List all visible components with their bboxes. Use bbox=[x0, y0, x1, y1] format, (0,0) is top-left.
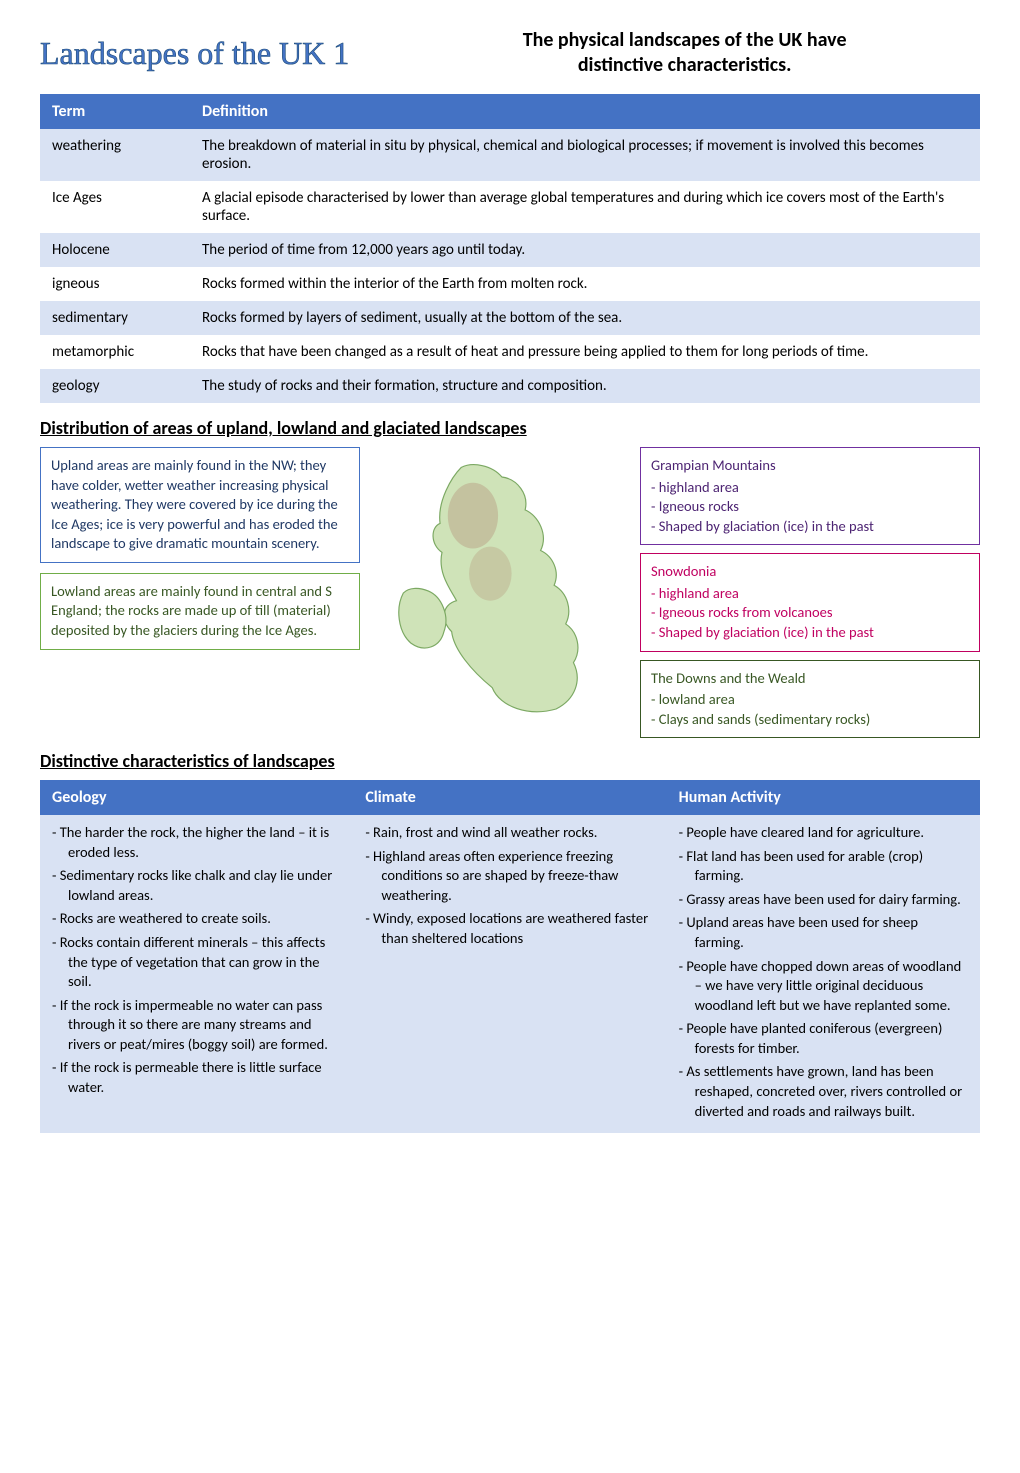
table-row: weatheringThe breakdown of material in s… bbox=[40, 129, 980, 181]
term-cell: geology bbox=[40, 369, 190, 403]
definition-cell: A glacial episode characterised by lower… bbox=[190, 181, 980, 233]
list-item: Shaped by glaciation (ice) in the past bbox=[669, 623, 969, 643]
list-item: Shaped by glaciation (ice) in the past bbox=[669, 517, 969, 537]
table-row: igneousRocks formed within the interior … bbox=[40, 267, 980, 301]
table-row: geologyThe study of rocks and their form… bbox=[40, 369, 980, 403]
term-cell: Ice Ages bbox=[40, 181, 190, 233]
definition-cell: Rocks that have been changed as a result… bbox=[190, 335, 980, 369]
col-term: Term bbox=[40, 94, 190, 129]
distribution-heading: Distribution of areas of upland, lowland… bbox=[40, 417, 980, 439]
distribution-right-column: Grampian Mountains highland areaIgneous … bbox=[640, 447, 980, 738]
table-row: sedimentaryRocks formed by layers of sed… bbox=[40, 301, 980, 335]
uk-map-svg bbox=[380, 448, 620, 738]
list-item: Rain, frost and wind all weather rocks. bbox=[381, 823, 654, 843]
list-item: Flat land has been used for arable (crop… bbox=[695, 847, 968, 886]
uk-map bbox=[370, 447, 630, 738]
snowdonia-box: Snowdonia highland areaIgneous rocks fro… bbox=[640, 553, 980, 651]
list-item: Windy, exposed locations are weathered f… bbox=[381, 909, 654, 948]
list-item: People have cleared land for agriculture… bbox=[695, 823, 968, 843]
definition-cell: The study of rocks and their formation, … bbox=[190, 369, 980, 403]
characteristics-table: Geology Climate Human Activity The harde… bbox=[40, 780, 980, 1133]
list-item: Clays and sands (sedimentary rocks) bbox=[669, 710, 969, 730]
definition-cell: The period of time from 12,000 years ago… bbox=[190, 233, 980, 267]
list-item: Rocks are weathered to create soils. bbox=[68, 909, 341, 929]
term-cell: sedimentary bbox=[40, 301, 190, 335]
term-cell: Holocene bbox=[40, 233, 190, 267]
upland-box: Upland areas are mainly found in the NW;… bbox=[40, 447, 360, 563]
col-climate: Climate bbox=[353, 780, 666, 815]
list-item: Igneous rocks from volcanoes bbox=[669, 603, 969, 623]
main-title: Landscapes of the UK 1 bbox=[40, 35, 349, 72]
col-definition: Definition bbox=[190, 94, 980, 129]
definition-cell: The breakdown of material in situ by phy… bbox=[190, 129, 980, 181]
grampian-title: Grampian Mountains bbox=[651, 456, 969, 476]
list-item: If the rock is permeable there is little… bbox=[68, 1058, 341, 1097]
list-item: Igneous rocks bbox=[669, 497, 969, 517]
definition-cell: Rocks formed within the interior of the … bbox=[190, 267, 980, 301]
distribution-left-column: Upland areas are mainly found in the NW;… bbox=[40, 447, 360, 738]
list-item: As settlements have grown, land has been… bbox=[695, 1062, 968, 1121]
list-item: The harder the rock, the higher the land… bbox=[68, 823, 341, 862]
list-item: If the rock is impermeable no water can … bbox=[68, 996, 341, 1055]
snowdonia-title: Snowdonia bbox=[651, 562, 969, 582]
lowland-box: Lowland areas are mainly found in centra… bbox=[40, 573, 360, 650]
climate-cell: Rain, frost and wind all weather rocks. H… bbox=[353, 815, 666, 1133]
term-cell: weathering bbox=[40, 129, 190, 181]
table-row: HoloceneThe period of time from 12,000 y… bbox=[40, 233, 980, 267]
list-item: Upland areas have been used for sheep fa… bbox=[695, 913, 968, 952]
list-item: highland area bbox=[669, 584, 969, 604]
list-item: lowland area bbox=[669, 690, 969, 710]
list-item: Rocks contain different minerals – this … bbox=[68, 933, 341, 992]
list-item: highland area bbox=[669, 478, 969, 498]
list-item: Highland areas often experience freezing… bbox=[381, 847, 654, 906]
human-cell: People have cleared land for agriculture… bbox=[667, 815, 980, 1133]
grampian-box: Grampian Mountains highland areaIgneous … bbox=[640, 447, 980, 545]
characteristics-heading: Distinctive characteristics of landscape… bbox=[40, 750, 980, 772]
definitions-table: Term Definition weatheringThe breakdown … bbox=[40, 94, 980, 403]
subtitle-line2: distinctive characteristics. bbox=[578, 53, 792, 77]
col-geology: Geology bbox=[40, 780, 353, 815]
downs-title: The Downs and the Weald bbox=[651, 669, 969, 689]
geology-cell: The harder the rock, the higher the land… bbox=[40, 815, 353, 1133]
definition-cell: Rocks formed by layers of sediment, usua… bbox=[190, 301, 980, 335]
table-row: metamorphicRocks that have been changed … bbox=[40, 335, 980, 369]
list-item: Sedimentary rocks like chalk and clay li… bbox=[68, 866, 341, 905]
downs-box: The Downs and the Weald lowland areaClay… bbox=[640, 660, 980, 739]
page-header: Landscapes of the UK 1 The physical land… bbox=[40, 28, 980, 78]
term-cell: metamorphic bbox=[40, 335, 190, 369]
term-cell: igneous bbox=[40, 267, 190, 301]
list-item: People have chopped down areas of woodla… bbox=[695, 957, 968, 1016]
page-subtitle: The physical landscapes of the UK have d… bbox=[389, 28, 980, 78]
table-row: Ice AgesA glacial episode characterised … bbox=[40, 181, 980, 233]
subtitle-line1: The physical landscapes of the UK have bbox=[523, 28, 847, 52]
list-item: Grassy areas have been used for dairy fa… bbox=[695, 890, 968, 910]
list-item: People have planted coniferous (evergree… bbox=[695, 1019, 968, 1058]
col-human: Human Activity bbox=[667, 780, 980, 815]
distribution-row: Upland areas are mainly found in the NW;… bbox=[40, 447, 980, 738]
